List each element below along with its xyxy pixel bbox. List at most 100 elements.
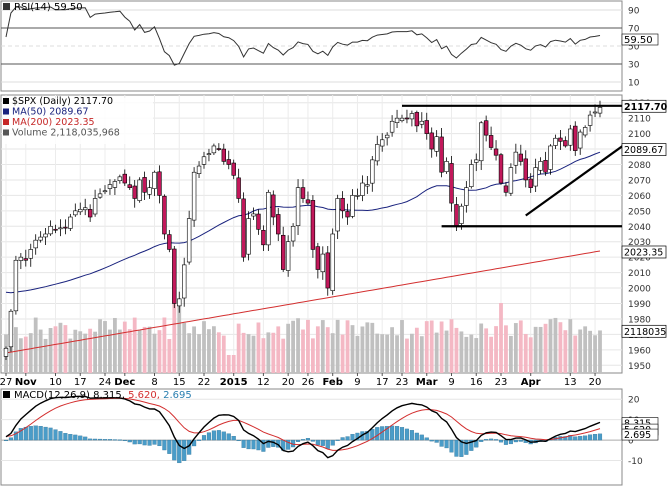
candle-body (276, 214, 281, 235)
x-tick-label: 17 (74, 377, 87, 388)
macd-hist-bar (127, 439, 132, 443)
volume-bar (573, 335, 578, 373)
macd-hist-bar (300, 439, 306, 441)
x-tick-label: 24 (99, 377, 112, 388)
macd-hist-bar (206, 432, 212, 441)
candle-body (132, 185, 137, 199)
candle-body (335, 198, 340, 232)
candle-body (68, 216, 73, 229)
volume-bar (241, 332, 246, 373)
macd-hist-bar (43, 426, 48, 441)
volume-bar (152, 333, 157, 373)
x-tick-label: 22 (198, 377, 211, 388)
volume-bar (395, 335, 399, 373)
macd-hist-bar (48, 427, 53, 441)
price-tick-label: 2060 (628, 192, 651, 202)
x-tick-label: 13 (564, 377, 577, 388)
price-tag-text: 2118035 (624, 327, 666, 338)
macd-hist-bar (73, 434, 78, 441)
candle-body (290, 225, 296, 242)
volume-bar (202, 321, 206, 373)
macd-hist-bar (172, 439, 177, 461)
volume-bar (563, 330, 568, 373)
macd-label-part: 2.695 (160, 390, 192, 401)
candle-body (429, 132, 434, 150)
macd-hist-bar (68, 434, 73, 441)
macd-hist-bar (563, 436, 568, 441)
macd-hist-bar (593, 434, 598, 441)
candle-body (266, 192, 271, 246)
rsi-value-text: 59.50 (624, 35, 653, 46)
candlesticks (3, 100, 603, 361)
rsi-panel: 90 70 50 30 10 RSI(14) 59.50 59.50 (0, 0, 659, 92)
candle-body (464, 187, 469, 206)
macd-legend-swatch (3, 391, 10, 398)
volume-bar (256, 322, 261, 373)
candle-body (558, 137, 563, 142)
ascending-trendline (525, 143, 626, 217)
candle-body (137, 179, 142, 201)
macd-hist-bar (434, 439, 439, 443)
candle-body (330, 233, 335, 291)
candle-body (226, 159, 231, 165)
macd-hist-bar (93, 438, 98, 441)
candle-body (379, 139, 385, 147)
volume-bar (231, 355, 236, 373)
macd-value-tags: 8.3155.6202.695 (621, 417, 659, 441)
volume-bar (340, 334, 345, 373)
macd-hist-bar (167, 439, 172, 454)
x-tick-label: Mar (416, 377, 438, 388)
volume-bar (281, 338, 286, 373)
macd-label-part: 5.620, (125, 390, 160, 401)
volume-bar (320, 320, 325, 373)
macd-hist-bar (597, 433, 603, 441)
volume-bar (182, 322, 187, 373)
price-panel: 1950196019701980199020002010202020302040… (0, 94, 668, 374)
macd-hist-bar (350, 434, 355, 441)
x-tick-label: Feb (323, 377, 343, 388)
volume-bar (350, 325, 355, 373)
candle-body (587, 114, 593, 126)
candle-body (48, 225, 53, 235)
candle-body (345, 211, 350, 218)
macd-hist-bar (335, 439, 340, 441)
macd-tag-box (621, 428, 659, 441)
candle-body (246, 218, 251, 255)
volume-bar (414, 327, 419, 373)
macd-hist-bar (404, 428, 409, 441)
volume-bar (454, 327, 459, 373)
candle-body (310, 200, 316, 250)
candle-body (375, 144, 380, 162)
candle-body (305, 199, 311, 204)
price-tag-text: 2117.70 (624, 102, 668, 113)
macd-hist-bar (226, 433, 231, 441)
macd-hist-bar (236, 439, 241, 442)
macd-hist-bar (414, 432, 419, 441)
price-tick-label: 2070 (628, 176, 651, 186)
price-tick-label: 2040 (628, 223, 651, 233)
volume-bar (513, 323, 518, 373)
macd-hist-bar (137, 439, 142, 445)
volume-bar (197, 334, 201, 373)
macd-hist-bar (152, 439, 157, 445)
candle-body (469, 164, 474, 187)
volume-bar (14, 327, 18, 373)
macd-hist-bar (429, 439, 434, 442)
candle-body (196, 165, 202, 174)
x-tick-label: 2015 (220, 377, 248, 388)
candle-body (280, 234, 286, 270)
candle-body (107, 184, 113, 189)
candle-body (493, 148, 499, 156)
volume-bar (370, 322, 375, 373)
volume-bar (439, 321, 444, 373)
candle-body (409, 113, 415, 120)
volume-bar (296, 318, 300, 373)
rsi-legend: RSI(14) 59.50 (3, 2, 83, 13)
candle-body (211, 145, 217, 154)
macd-hist-bar (122, 439, 127, 442)
candle-body (231, 162, 236, 176)
macd-hist-bar (132, 439, 137, 445)
macd-hist-bar (370, 429, 375, 441)
volume-bar (434, 332, 439, 373)
